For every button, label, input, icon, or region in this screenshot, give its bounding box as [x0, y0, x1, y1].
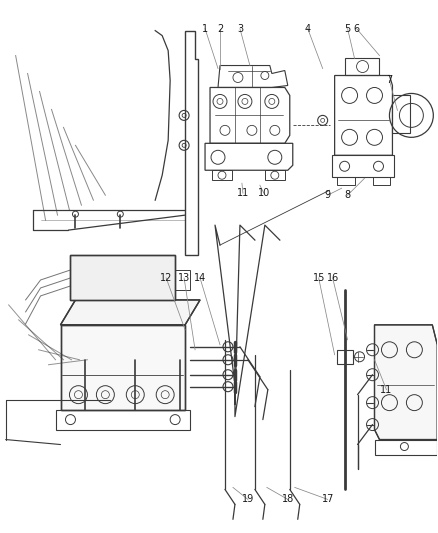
Text: 9: 9: [325, 190, 331, 200]
Text: 17: 17: [321, 495, 334, 504]
Text: 4: 4: [305, 23, 311, 34]
Text: 13: 13: [178, 273, 190, 283]
Bar: [71, 255, 175, 300]
Text: 12: 12: [160, 273, 173, 283]
Text: 1: 1: [202, 23, 208, 34]
Text: 11: 11: [237, 188, 249, 198]
Text: 2: 2: [217, 23, 223, 34]
Bar: [71, 255, 175, 300]
Text: 14: 14: [194, 273, 206, 283]
Text: 5: 5: [344, 23, 351, 34]
Text: 16: 16: [326, 273, 339, 283]
Polygon shape: [60, 325, 185, 410]
Text: 15: 15: [312, 273, 325, 283]
Polygon shape: [374, 325, 437, 440]
Text: 3: 3: [237, 23, 243, 34]
Polygon shape: [60, 300, 200, 325]
Bar: [337, 350, 353, 364]
Text: 6: 6: [353, 23, 360, 34]
Text: 11: 11: [380, 385, 392, 394]
Text: 10: 10: [258, 188, 270, 198]
Text: 8: 8: [345, 190, 351, 200]
Text: 18: 18: [282, 495, 294, 504]
Bar: [392, 95, 410, 133]
Text: 7: 7: [386, 76, 392, 85]
Bar: [345, 58, 379, 76]
Text: 19: 19: [242, 495, 254, 504]
